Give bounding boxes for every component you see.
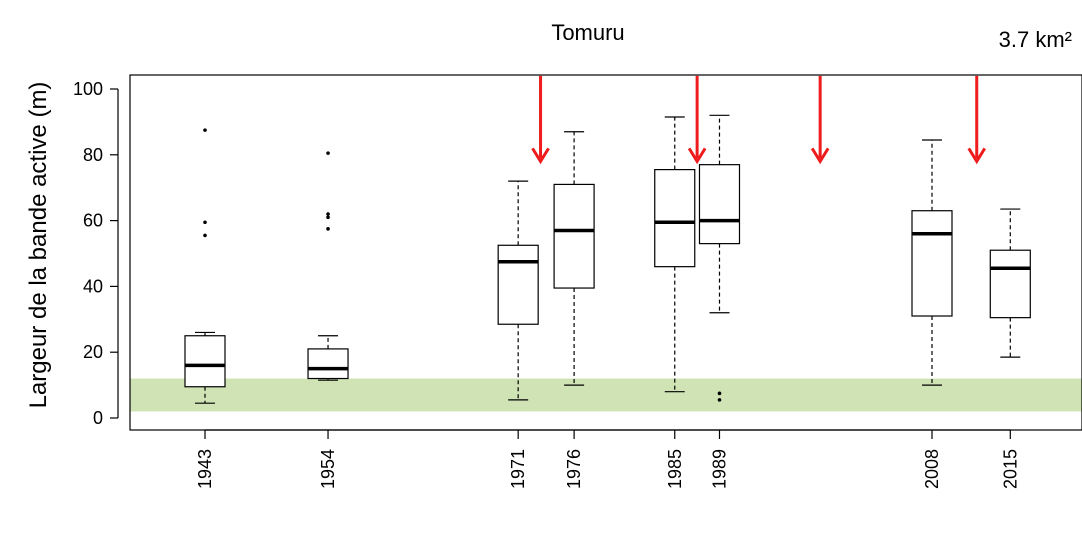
- iqr-box: [654, 169, 696, 268]
- box-2008: [911, 139, 953, 386]
- box-1943: [184, 128, 226, 404]
- y-tick-label: 100: [73, 79, 103, 99]
- box-1971: [497, 180, 539, 401]
- red-arrow-4: [967, 75, 987, 165]
- red-arrow-2: [687, 75, 707, 165]
- x-tick-label: 1943: [195, 449, 215, 489]
- y-tick-label: 40: [83, 276, 103, 296]
- reference-band: [130, 378, 1082, 412]
- y-tick-label: 60: [83, 211, 103, 231]
- outlier-point: [203, 128, 207, 132]
- arrow-head: [967, 147, 987, 165]
- outlier-point: [203, 233, 207, 238]
- y-tick-label: 80: [83, 145, 103, 165]
- outlier-point: [326, 212, 330, 216]
- outlier-point: [326, 227, 330, 231]
- box-1989: [698, 114, 741, 402]
- iqr-box: [497, 244, 539, 325]
- outlier-point: [326, 151, 330, 155]
- arrow-head: [687, 147, 707, 165]
- outlier-point: [717, 391, 722, 396]
- iqr-box: [989, 249, 1031, 319]
- iqr-box: [911, 210, 953, 317]
- y-axis-label: Largeur de la bande active (m): [25, 82, 52, 409]
- arrow-head: [531, 147, 550, 165]
- red-arrow-1: [531, 75, 550, 165]
- y-tick-label: 20: [83, 342, 103, 362]
- x-tick-label: 1971: [508, 449, 528, 489]
- box-1976: [553, 131, 595, 386]
- outlier-point: [326, 215, 330, 220]
- box-1985: [654, 116, 696, 393]
- outlier-point: [203, 220, 207, 225]
- red-arrow-3: [810, 75, 830, 165]
- arrow-head: [810, 147, 830, 165]
- box-2015: [989, 208, 1031, 358]
- x-tick-label: 1954: [318, 449, 338, 489]
- iqr-box: [698, 164, 741, 245]
- x-tick-label: 2015: [1000, 449, 1020, 489]
- iqr-box: [307, 348, 349, 380]
- x-tick-label: 2008: [922, 449, 942, 489]
- outlier-point: [717, 398, 722, 402]
- y-tick-label: 0: [93, 408, 103, 428]
- box-1954: [307, 151, 349, 381]
- iqr-box: [184, 335, 226, 388]
- iqr-box: [553, 183, 595, 289]
- x-tick-label: 1985: [665, 449, 685, 489]
- area-annotation: 3.7 km²: [999, 27, 1072, 52]
- x-tick-label: 1989: [709, 449, 729, 489]
- x-tick-label: 1976: [564, 449, 584, 489]
- chart-title: Tomuru: [551, 20, 624, 45]
